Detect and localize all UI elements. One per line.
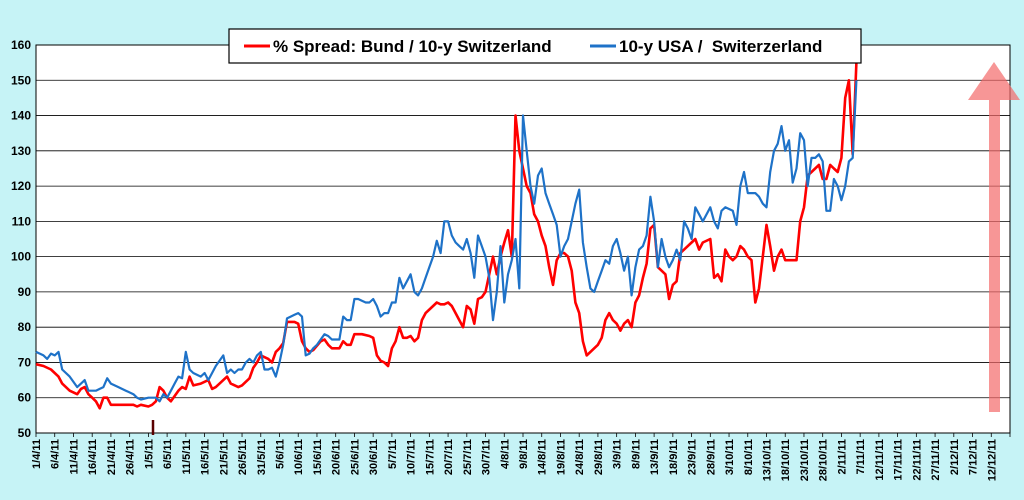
grid (35, 44, 1011, 434)
y-tick-label: 60 (18, 391, 32, 405)
x-tick-label: 6/5/11 (162, 439, 174, 469)
x-tick-label: 13/10/11 (762, 439, 774, 481)
y-tick-label: 120 (11, 179, 31, 193)
x-tick-label: 12/12/11 (986, 439, 998, 481)
x-tick-label: 26/4/11 (125, 439, 137, 475)
y-tick-label: 50 (18, 426, 32, 440)
x-tick-label: 15/7/11 (424, 439, 436, 475)
up-arrow (968, 62, 1020, 412)
x-tick-label: 5/6/11 (275, 439, 287, 469)
x-tick-label: 5/7/11 (387, 439, 399, 469)
x-tick-label: 11/4/11 (68, 439, 80, 475)
series-layer (35, 62, 858, 410)
x-tick-label: 24/8/11 (574, 439, 586, 475)
y-tick-label: 90 (18, 285, 32, 299)
x-tick-label: 2/12/11 (949, 439, 961, 475)
legend-box (228, 28, 862, 64)
x-tick-label: 1/4/11 (31, 439, 43, 469)
x-tick-label: 7/11/11 (855, 439, 867, 475)
y-tick-label: 100 (11, 250, 31, 264)
series-line-0 (35, 62, 858, 410)
x-tick-label: 3/10/11 (724, 439, 736, 475)
x-tick-label: 20/6/11 (331, 439, 343, 475)
y-tick-label: 150 (11, 73, 31, 87)
x-tick-label: 25/7/11 (462, 439, 474, 475)
x-tick-label: 31/5/11 (256, 439, 268, 475)
y-tick-label: 80 (18, 320, 32, 334)
arrow-shaft (989, 95, 1000, 412)
y-tick-label: 160 (11, 38, 31, 52)
x-tick-label: 3/9/11 (612, 439, 624, 469)
x-tick-label: 28/10/11 (818, 439, 830, 481)
x-tick-label: 29/8/11 (593, 439, 605, 475)
x-axis: 1/4/11 6/4/11 11/4/11 16/4/11 21/4/11 26/4/11… (31, 433, 1011, 481)
x-tick-label: 23/10/11 (799, 439, 811, 481)
x-tick-label: 27/11/11 (930, 439, 942, 481)
x-tick-label: 21/4/11 (106, 439, 118, 475)
x-tick-label: 2/11/11 (836, 439, 848, 475)
x-tick-label: 10/7/11 (406, 439, 418, 475)
x-tick-label: 22/11/11 (911, 439, 923, 481)
x-tick-label: 25/6/11 (349, 439, 361, 475)
legend-label-0: % Spread: Bund / 10-y Switzerland (273, 37, 552, 56)
x-tick-label: 8/10/11 (743, 439, 755, 475)
x-tick-label: 26/5/11 (237, 439, 249, 475)
x-tick-label: 30/6/11 (368, 439, 380, 475)
x-tick-label: 30/7/11 (481, 439, 493, 475)
legend-label-1: 10-y USA / Switerzerland (619, 37, 822, 56)
x-tick-label: 21/5/11 (218, 439, 230, 475)
x-tick-label: 8/9/11 (630, 439, 642, 469)
x-tick-label: 18/10/11 (780, 439, 792, 481)
x-tick-label: 1/5/11 (143, 439, 155, 469)
y-tick-label: 140 (11, 109, 31, 123)
y-tick-label: 130 (11, 144, 31, 158)
x-tick-label: 20/7/11 (443, 439, 455, 475)
x-tick-label: 16/4/11 (87, 439, 99, 475)
x-tick-label: 13/9/11 (649, 439, 661, 475)
x-tick-label: 12/11/11 (874, 439, 886, 481)
x-tick-label: 17/11/11 (893, 439, 905, 481)
x-tick-label: 15/6/11 (312, 439, 324, 475)
y-tick-label: 110 (12, 214, 32, 228)
x-tick-label: 18/9/11 (668, 439, 680, 475)
x-tick-label: 9/8/11 (518, 439, 530, 469)
arrow-head (968, 62, 1020, 100)
y-tick-label: 70 (18, 355, 32, 369)
x-tick-label: 10/6/11 (293, 439, 305, 475)
x-tick-label: 23/9/11 (687, 439, 699, 475)
x-tick-label: 14/8/11 (537, 439, 549, 475)
x-tick-label: 16/5/11 (200, 439, 212, 475)
plot-area (35, 44, 1011, 434)
x-tick-label: 6/4/11 (50, 439, 62, 469)
x-tick-label: 4/8/11 (499, 439, 511, 469)
x-tick-label: 19/8/11 (555, 439, 567, 475)
x-tick-label: 11/5/11 (181, 439, 193, 475)
series-line-1 (35, 80, 858, 403)
x-tick-label: 7/12/11 (968, 439, 980, 475)
x-tick-label: 28/9/11 (705, 439, 717, 475)
y-axis: 50 60 70 80 90 100 110 120 130 140 150 160 (11, 38, 31, 440)
legend: % Spread: Bund / 10-y Switzerland 10-y U… (228, 28, 862, 64)
